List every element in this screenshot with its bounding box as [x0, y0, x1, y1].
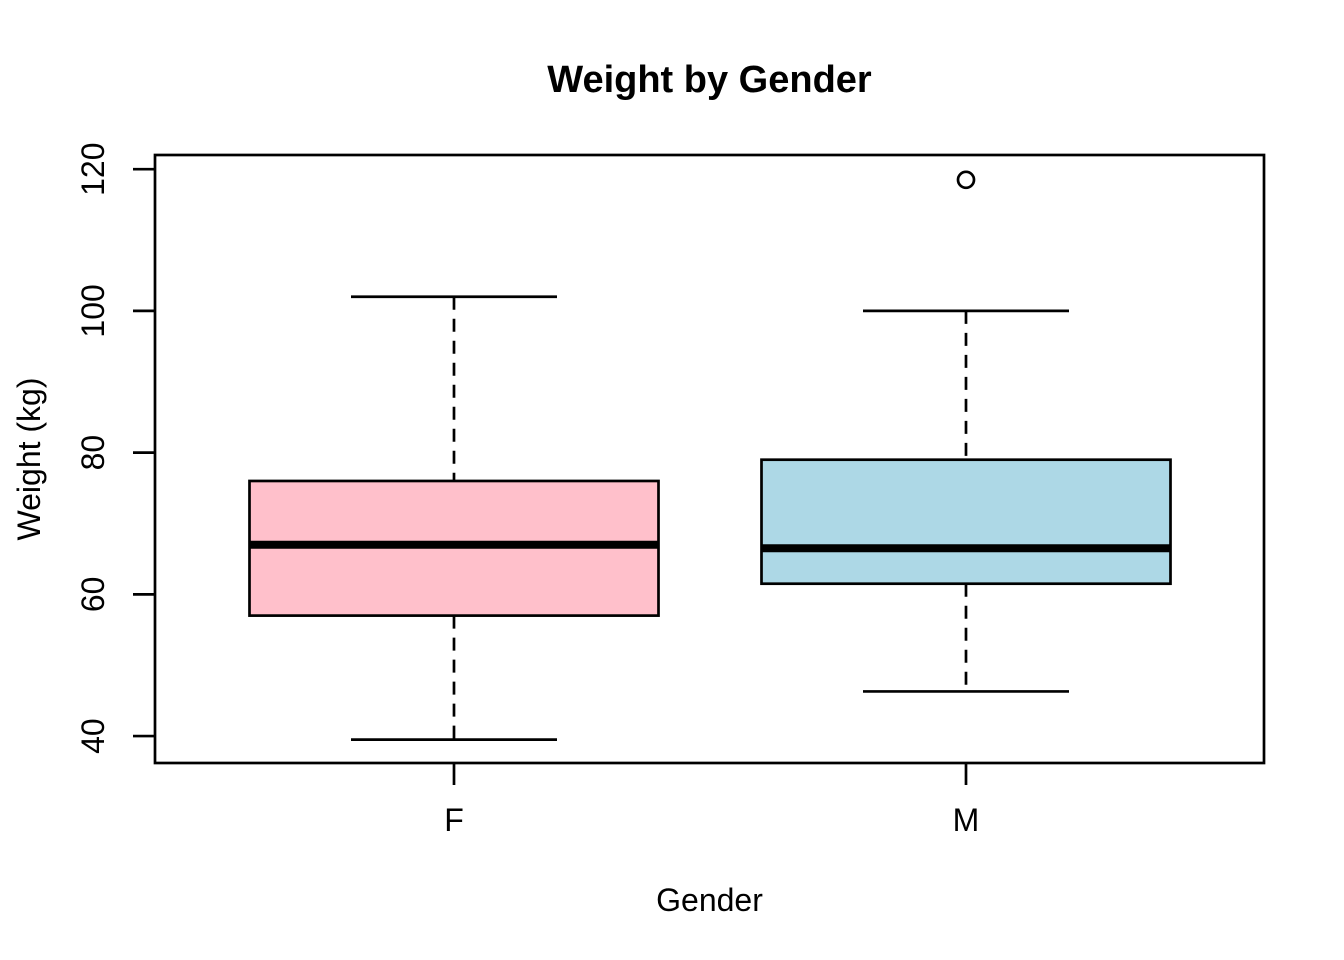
y-axis-tick-label: 120 [75, 142, 111, 195]
outlier-point-M [956, 170, 976, 190]
iqr-box-M [760, 458, 1172, 586]
y-axis-tick-label: 40 [75, 718, 111, 754]
y-axis-label: Weight (kg) [11, 377, 47, 540]
plot-border [153, 153, 1266, 765]
x-axis-tick-label: F [444, 802, 464, 838]
x-axis-tick-label: M [953, 802, 980, 838]
y-axis-tick-label: 80 [75, 435, 111, 471]
y-axis-tick-label: 60 [75, 577, 111, 613]
x-axis-label: Gender [656, 882, 763, 918]
plot-area: 40 60 80 100 120 F M [75, 142, 1172, 838]
y-axis-tick-label: 100 [75, 284, 111, 337]
chart-title: Weight by Gender [547, 59, 872, 101]
